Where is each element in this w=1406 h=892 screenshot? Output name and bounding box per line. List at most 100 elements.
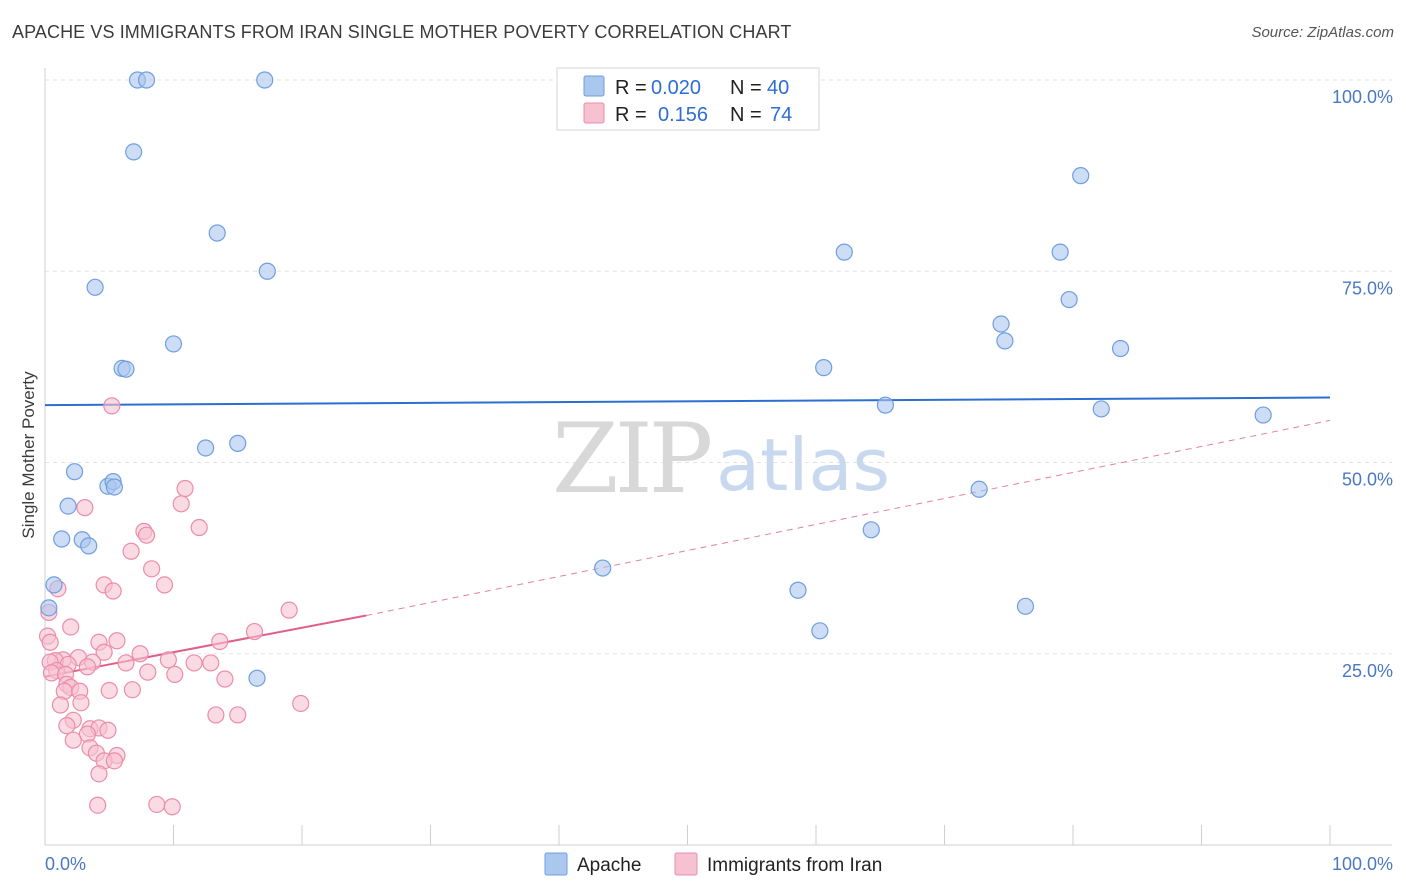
apache-point-6 — [86, 278, 104, 296]
y-tick-label-1: 50.0% — [1342, 470, 1393, 490]
legend-r-value-apache: 0.020 — [651, 77, 701, 99]
apache-point-3 — [125, 143, 143, 161]
legend-swatch-iran — [583, 102, 605, 124]
iran-point-21 — [211, 632, 229, 651]
apache-point-17 — [53, 530, 71, 548]
series-legend-swatch-apache — [544, 852, 568, 876]
iran-point-7 — [122, 542, 140, 560]
apache-point-11 — [229, 434, 247, 452]
y-axis-label: Single Mother Poverty — [19, 371, 38, 539]
iran-point-13 — [280, 601, 298, 619]
iran-point-63 — [105, 752, 123, 770]
apache-point-15 — [105, 478, 123, 496]
apache-point-28 — [1111, 339, 1130, 358]
iran-point-53 — [58, 717, 76, 735]
iran-point-36 — [42, 664, 61, 682]
apache-point-27 — [996, 332, 1014, 350]
iran-point-45 — [100, 681, 118, 700]
iran-point-58 — [64, 731, 82, 749]
iran-point-48 — [72, 694, 90, 712]
legend-n-value-apache: 40 — [767, 77, 789, 99]
iran-point-15 — [62, 618, 80, 636]
iran-point-18 — [41, 633, 59, 651]
iran-point-23 — [131, 645, 149, 663]
apache-point-9 — [117, 360, 135, 378]
iran-point-2 — [172, 495, 190, 513]
iran-point-56 — [99, 721, 117, 739]
legend-n-label-apache: N = — [730, 77, 762, 99]
apache-point-22 — [248, 669, 266, 687]
apache-point-7 — [164, 335, 183, 353]
series-legend: Apache Immigrants from Iran — [544, 852, 882, 876]
iran-point-65 — [89, 796, 107, 814]
iran-point-31 — [159, 651, 177, 669]
x-tick-label-min: 0.0% — [45, 854, 86, 874]
y-tick-label-0: 25.0% — [1342, 661, 1393, 681]
apache-point-16 — [59, 497, 77, 515]
apache-point-30 — [815, 359, 833, 377]
apache-point-5 — [258, 262, 276, 280]
apache-point-39 — [1016, 597, 1035, 615]
iran-point-40 — [216, 670, 234, 688]
apache-point-23 — [1072, 167, 1090, 185]
y-tick-label-2: 75.0% — [1342, 278, 1393, 298]
axes — [44, 68, 1392, 846]
apache-point-2 — [256, 71, 274, 89]
apache-point-12 — [65, 463, 84, 481]
iran-point-6 — [137, 526, 156, 544]
apache-point-36 — [594, 559, 612, 577]
iran-point-47 — [51, 696, 70, 714]
iran-point-38 — [166, 665, 184, 684]
series-legend-label-apache: Apache — [577, 855, 641, 876]
trend-line-apache — [44, 396, 1331, 407]
legend-n-label-iran: N = — [730, 104, 762, 126]
iran-point-4 — [190, 518, 208, 537]
iran-point-64 — [90, 765, 108, 783]
data-points — [38, 71, 1272, 816]
apache-point-37 — [789, 581, 807, 599]
legend-r-value-iran: 0.156 — [658, 104, 708, 126]
apache-point-24 — [1051, 243, 1069, 261]
apache-point-4 — [208, 224, 226, 242]
source-attribution: Source: ZipAtlas.com — [1251, 24, 1394, 41]
apache-point-19 — [80, 537, 98, 555]
apache-point-34 — [862, 521, 880, 539]
iran-point-22 — [95, 643, 113, 661]
iran-point-11 — [104, 582, 122, 600]
apache-point-31 — [876, 396, 894, 414]
iran-point-1 — [176, 479, 194, 498]
iran-point-39 — [139, 663, 157, 681]
y-tick-label-3: 100.0% — [1332, 87, 1393, 107]
apache-point-20 — [45, 576, 63, 594]
apache-point-38 — [811, 622, 829, 640]
correlation-legend: R = 0.020 N = 40 R = 0.156 N = 74 — [556, 67, 820, 131]
series-legend-label-iran: Immigrants from Iran — [707, 855, 882, 876]
apache-point-10 — [197, 439, 215, 457]
legend-r-label-iran: R = — [615, 104, 647, 126]
iran-point-32 — [185, 654, 203, 672]
iran-point-50 — [207, 706, 225, 724]
iran-point-66 — [148, 795, 166, 814]
iran-point-67 — [163, 798, 181, 816]
iran-point-16 — [245, 622, 264, 641]
legend-swatch-apache — [583, 75, 605, 97]
apache-point-32 — [1092, 400, 1110, 418]
legend-r-label-apache: R = — [615, 77, 647, 99]
series-legend-swatch-iran — [674, 852, 698, 876]
apache-point-29 — [835, 243, 853, 261]
iran-point-46 — [123, 681, 141, 699]
x-tick-label-max: 100.0% — [1332, 854, 1393, 874]
tick-labels: 25.0% 50.0% 75.0% 100.0% 0.0% 100.0% — [45, 87, 1393, 874]
iran-point-34 — [117, 654, 135, 672]
iran-point-20 — [108, 632, 126, 650]
iran-point-49 — [292, 694, 310, 713]
legend-n-value-iran: 74 — [770, 104, 792, 126]
apache-point-21 — [40, 599, 58, 617]
trend-line-iran-extended — [366, 419, 1331, 616]
apache-point-35 — [970, 480, 988, 498]
iran-point-0 — [103, 397, 121, 415]
iran-point-51 — [229, 706, 247, 724]
iran-point-29 — [78, 658, 97, 676]
apache-point-33 — [1254, 406, 1272, 424]
chart-title: APACHE VS IMMIGRANTS FROM IRAN SINGLE MO… — [12, 22, 792, 42]
